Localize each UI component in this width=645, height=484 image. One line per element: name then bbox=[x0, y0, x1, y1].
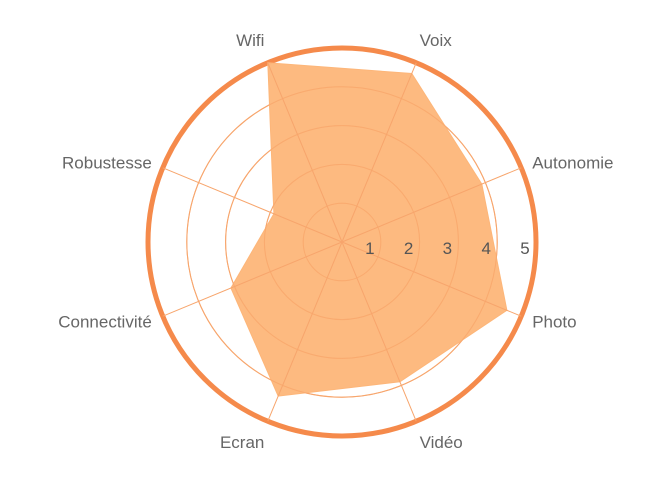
axis-label-wifi: Wifi bbox=[236, 31, 264, 50]
radar-spoke bbox=[341, 241, 522, 317]
radar-tick-labels: 1 2 3 4 5 bbox=[365, 239, 530, 258]
radar-spoke bbox=[162, 241, 343, 317]
radar-spoke bbox=[162, 167, 343, 243]
radar-series bbox=[230, 62, 508, 397]
radar-grid-ring-overlay bbox=[225, 125, 459, 359]
radar-grid-ring-overlay bbox=[302, 202, 382, 282]
tick-label-5: 5 bbox=[520, 239, 529, 258]
tick-label-4: 4 bbox=[481, 239, 490, 258]
tick-label-3: 3 bbox=[443, 239, 452, 258]
tick-label-2: 2 bbox=[404, 239, 413, 258]
radar-series-area bbox=[230, 62, 508, 397]
radar-spoke bbox=[341, 241, 417, 422]
axis-label-ecran: Ecran bbox=[220, 433, 264, 452]
axis-label-voix: Voix bbox=[420, 31, 453, 50]
axis-label-connectivite: Connectivité bbox=[58, 313, 152, 332]
radar-spoke bbox=[341, 62, 417, 243]
radar-grid-ring-overlay bbox=[186, 86, 498, 398]
radar-grid-ring-overlay bbox=[263, 163, 421, 321]
tick-label-1: 1 bbox=[365, 239, 374, 258]
radar-axis-labels: Voix Autonomie Photo Vidéo Ecran Connectivité… bbox=[58, 31, 613, 452]
radar-outer-ring bbox=[145, 45, 539, 439]
radar-spokes bbox=[162, 62, 522, 422]
axis-label-autonomie: Autonomie bbox=[532, 153, 613, 172]
axis-label-photo: Photo bbox=[532, 313, 576, 332]
radar-spoke bbox=[267, 62, 343, 243]
axis-label-video: Vidéo bbox=[420, 433, 463, 452]
radar-spoke bbox=[267, 241, 343, 422]
axis-label-robustesse: Robustesse bbox=[62, 153, 152, 172]
radar-spoke bbox=[341, 167, 522, 243]
